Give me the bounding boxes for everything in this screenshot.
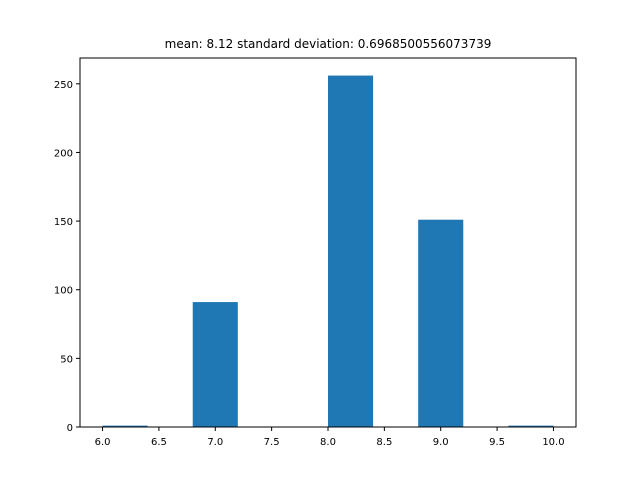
histogram-bar <box>102 425 148 427</box>
y-tick-label: 150 <box>54 217 73 228</box>
x-tick-label: 6.0 <box>95 437 111 448</box>
chart-title: mean: 8.12 standard deviation: 0.6968500… <box>165 37 492 51</box>
x-tick-label: 9.5 <box>489 437 505 448</box>
axes-layer: 6.0 6.5 7.0 7.5 8.0 8.5 9.0 9.5 10.0 0 50 100 150 200… <box>54 57 577 448</box>
histogram-bar <box>192 302 238 427</box>
x-tick-label: 7.5 <box>264 437 280 448</box>
histogram-bar <box>418 219 464 427</box>
x-tick-label: 6.5 <box>151 437 167 448</box>
y-tick-label: 250 <box>54 80 73 91</box>
x-tick-label: 7.0 <box>207 437 223 448</box>
y-tick-label: 100 <box>54 286 73 297</box>
bars-layer <box>102 75 554 428</box>
x-tick-label: 10.0 <box>542 437 564 448</box>
y-tick-label: 50 <box>60 354 73 365</box>
x-tick-label: 9.0 <box>433 437 449 448</box>
y-tick-label: 200 <box>54 148 73 159</box>
x-tick-label: 8.0 <box>320 437 336 448</box>
histogram-bar <box>328 75 374 428</box>
histogram-bar <box>508 425 554 427</box>
y-tick-label: 0 <box>67 423 73 434</box>
x-tick-label: 8.5 <box>376 437 392 448</box>
